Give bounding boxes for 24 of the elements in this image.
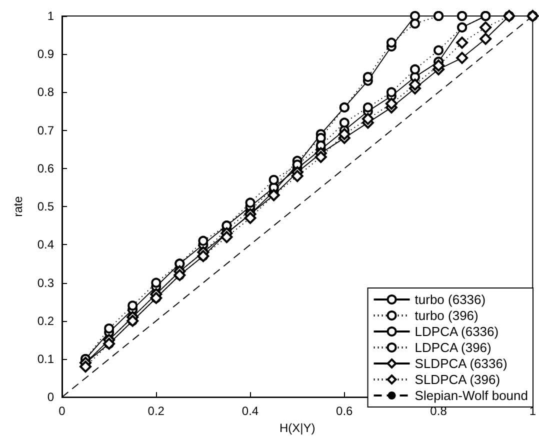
legend-label: turbo (6336) [414,292,486,307]
legend-label: LDPCA (6336) [414,324,499,339]
y-tick-label: 0 [47,390,54,404]
y-tick-label: 0.4 [37,238,54,252]
legend-label: turbo (396) [414,308,478,323]
y-axis-title: rate [11,196,25,217]
x-axis-title: H(X|Y) [279,421,316,435]
x-tick-label: 0 [58,404,66,418]
x-tick-label: 0.2 [148,404,165,418]
legend-label: LDPCA (396) [414,340,492,355]
legend-label: Slepian-Wolf bound [414,388,528,403]
y-tick-label: 0.5 [37,200,54,214]
y-tick-label: 1 [47,9,54,23]
x-tick-label: 0.4 [242,404,259,418]
legend-label: SLDPCA (396) [414,372,500,387]
legend-label: SLDPCA (6336) [414,356,508,371]
y-tick-label: 0.1 [37,352,54,366]
y-tick-label: 0.2 [37,314,54,328]
x-tick-label: 0.6 [336,404,354,418]
y-tick-label: 0.8 [37,85,54,100]
y-tick-label: 0.7 [37,123,54,138]
y-tick-label: 0.9 [37,47,54,62]
y-tick-label: 0.3 [37,276,54,290]
y-tick-label: 0.6 [37,161,54,176]
